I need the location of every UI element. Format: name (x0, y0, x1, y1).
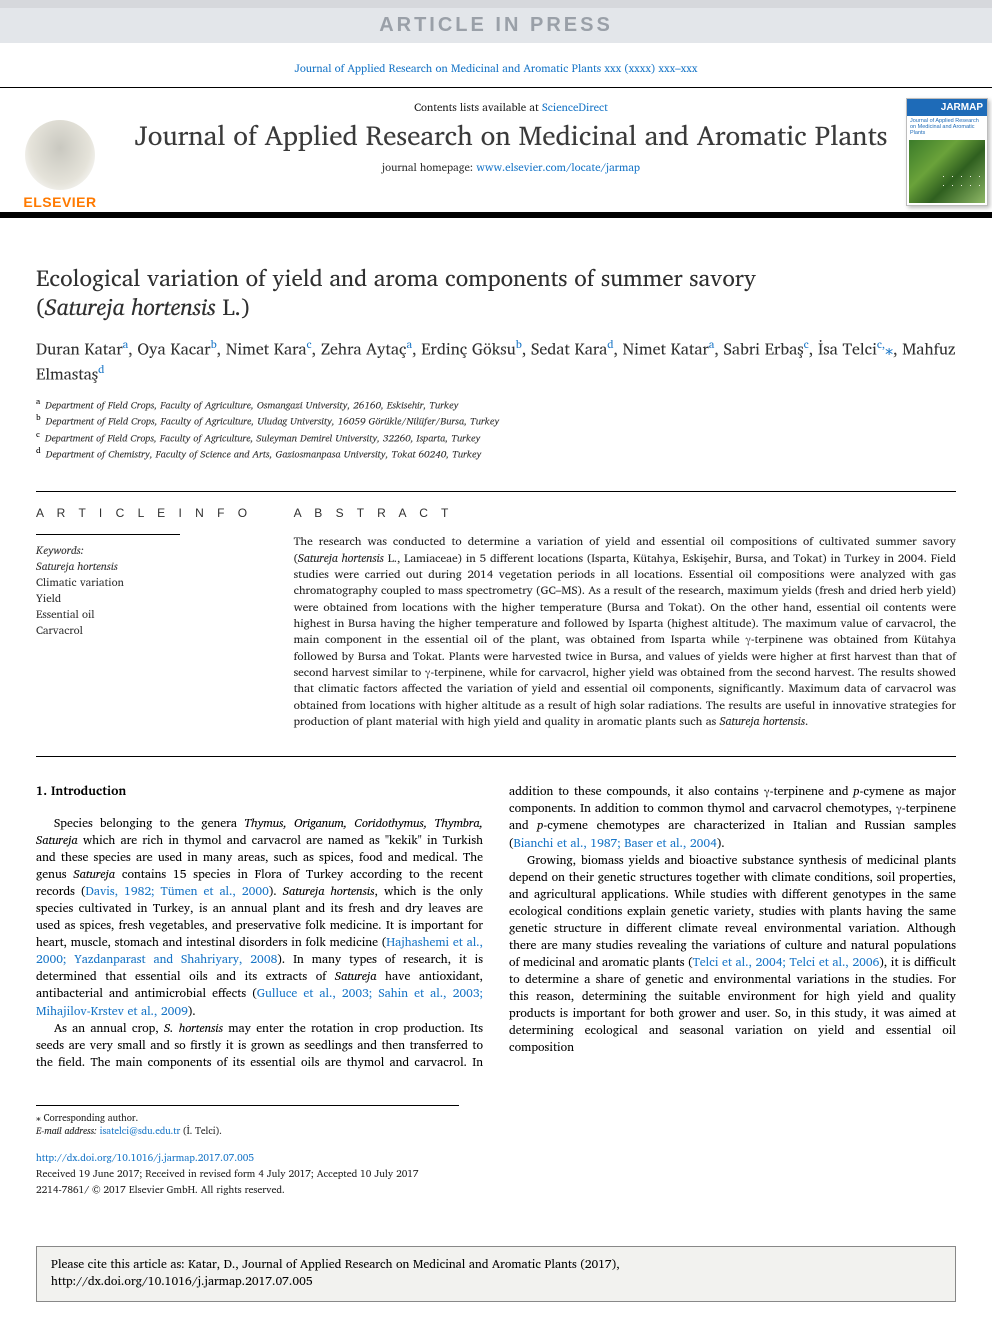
cover-art (909, 140, 985, 203)
email-label: E-mail address: (36, 1124, 97, 1139)
affiliation: c Department of Field Crops, Faculty of … (36, 429, 956, 445)
authors-line: Duran Katara, Oya Kacarb, Nimet Karac, Z… (36, 336, 956, 387)
doi-line: http://dx.doi.org/10.1016/j.jarmap.2017.… (36, 1150, 956, 1166)
article-in-press-bar: ARTICLE IN PRESS (0, 8, 992, 43)
running-citation: Journal of Applied Research on Medicinal… (0, 59, 992, 77)
section-1-heading: 1. Introduction (36, 783, 483, 801)
corresponding-author-label: ⁎ Corresponding author. (36, 1112, 459, 1125)
email-line: E-mail address: isatelci@sdu.edu.tr (İ. … (36, 1125, 459, 1138)
masthead: ELSEVIER Contents lists available at Sci… (0, 87, 992, 213)
affiliation: a Department of Field Crops, Faculty of … (36, 396, 956, 412)
journal-cover-box: JARMAP Journal of Applied Research on Me… (902, 92, 992, 212)
body-text: 1. Introduction Species belonging to the… (36, 783, 956, 1070)
doi-link[interactable]: http://dx.doi.org/10.1016/j.jarmap.2017.… (36, 1150, 254, 1166)
abstract-text: The research was conducted to determine … (294, 534, 956, 730)
abstract-heading: A B S T R A C T (294, 506, 956, 520)
article-info-heading: A R T I C L E I N F O (36, 506, 276, 520)
elsevier-tree-icon (25, 120, 95, 190)
email-link[interactable]: isatelci@sdu.edu.tr (100, 1124, 181, 1139)
publisher-logo-block: ELSEVIER (0, 92, 120, 212)
keyword: Climatic variation (36, 575, 276, 591)
footnotes: ⁎ Corresponding author. E-mail address: … (36, 1105, 459, 1139)
cover-subtitle: Journal of Applied Research on Medicinal… (907, 116, 987, 138)
intro-p1: Species belonging to the genera Thymus, … (36, 815, 483, 1019)
masthead-bottom-rule (0, 213, 992, 218)
title-line2-prefix: ( (36, 288, 45, 326)
email-person: (İ. Telci). (183, 1124, 222, 1139)
homepage-line: journal homepage: www.elsevier.com/locat… (126, 158, 896, 176)
affiliations: a Department of Field Crops, Faculty of … (36, 396, 956, 461)
intro-p3: Growing, biomass yields and bioactive su… (509, 852, 956, 1056)
article-title: Ecological variation of yield and aroma … (36, 264, 956, 322)
journal-name: Journal of Applied Research on Medicinal… (126, 120, 896, 152)
page-top-rule (0, 0, 992, 8)
journal-cover: JARMAP Journal of Applied Research on Me… (906, 98, 988, 206)
received-line: Received 19 June 2017; Received in revis… (36, 1166, 956, 1182)
cite-line-2: http://dx.doi.org/10.1016/j.jarmap.2017.… (51, 1274, 941, 1291)
journal-homepage-link[interactable]: www.elsevier.com/locate/jarmap (476, 158, 640, 176)
publisher-name: ELSEVIER (23, 194, 96, 210)
affiliation: b Department of Field Crops, Faculty of … (36, 412, 956, 428)
homepage-prefix: journal homepage: (382, 158, 476, 176)
title-species-italic: Satureja hortensis (45, 288, 216, 326)
title-line2-suffix: L.) (216, 288, 250, 326)
masthead-center: Contents lists available at ScienceDirec… (120, 92, 902, 212)
affiliation: d Department of Chemistry, Faculty of Sc… (36, 445, 956, 461)
abstract-column: A B S T R A C T The research was conduct… (294, 492, 956, 744)
keyword: Carvacrol (36, 623, 276, 639)
article-info-column: A R T I C L E I N F O Keywords: Satureja… (36, 492, 294, 744)
copyright-line: 2214-7861/ © 2017 Elsevier GmbH. All rig… (36, 1182, 956, 1198)
keywords-list: Satureja hortensisClimatic variationYiel… (36, 559, 276, 639)
article-info-rule (36, 534, 180, 535)
abstract-bottom-rule (36, 756, 956, 757)
please-cite-box: Please cite this article as: Katar, D., … (36, 1246, 956, 1302)
cover-badge: JARMAP (907, 99, 987, 116)
